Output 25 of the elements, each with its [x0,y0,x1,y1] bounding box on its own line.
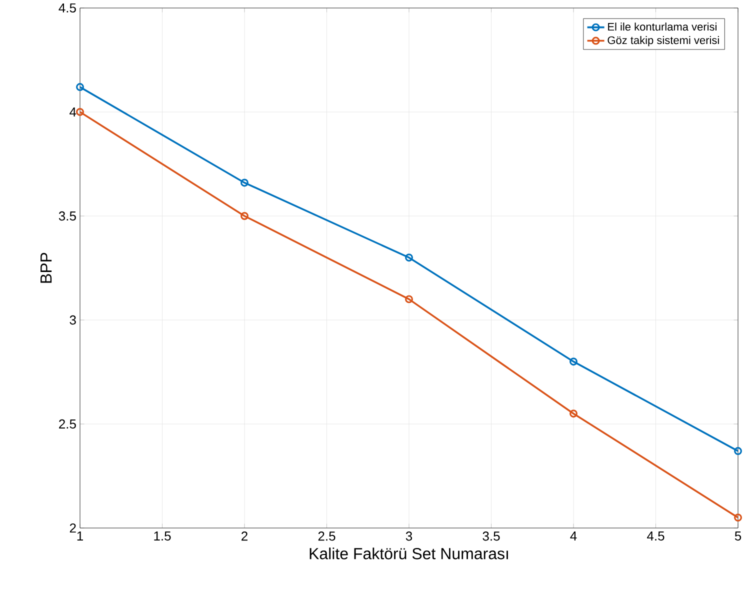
y-tick-label: 2 [70,523,76,533]
legend-label: El ile konturlama verisi [608,22,716,31]
y-axis-title: BPP [40,252,52,283]
point [405,254,413,262]
legend-label: Göz takip sistemi verisi [608,36,719,46]
y-tick-label: 3 [70,315,76,325]
x-tick-label: 4.5 [647,532,664,541]
y-tick-label: 4.5 [58,3,76,13]
x-tick-label: 2.5 [318,532,336,541]
x-tick-label: 5 [734,532,742,541]
x-tick-label: 1.5 [154,532,171,541]
point [570,358,578,366]
point [570,410,578,418]
x-tick-label: 2 [242,532,248,541]
x-axis-title: Kalite Faktörü Set Numarası [310,548,508,560]
x-tick-label: 3.5 [482,532,500,541]
x-tick-label: 4 [570,532,577,540]
y-tick-label: 2.5 [59,419,76,429]
point [405,295,413,304]
point [240,178,248,187]
x-tick-label: 1 [77,532,83,540]
y-tick-label: 4 [70,108,76,116]
x-tick-label: 3 [406,532,412,541]
y-tick-label: 3.5 [58,211,76,221]
point [240,212,248,220]
